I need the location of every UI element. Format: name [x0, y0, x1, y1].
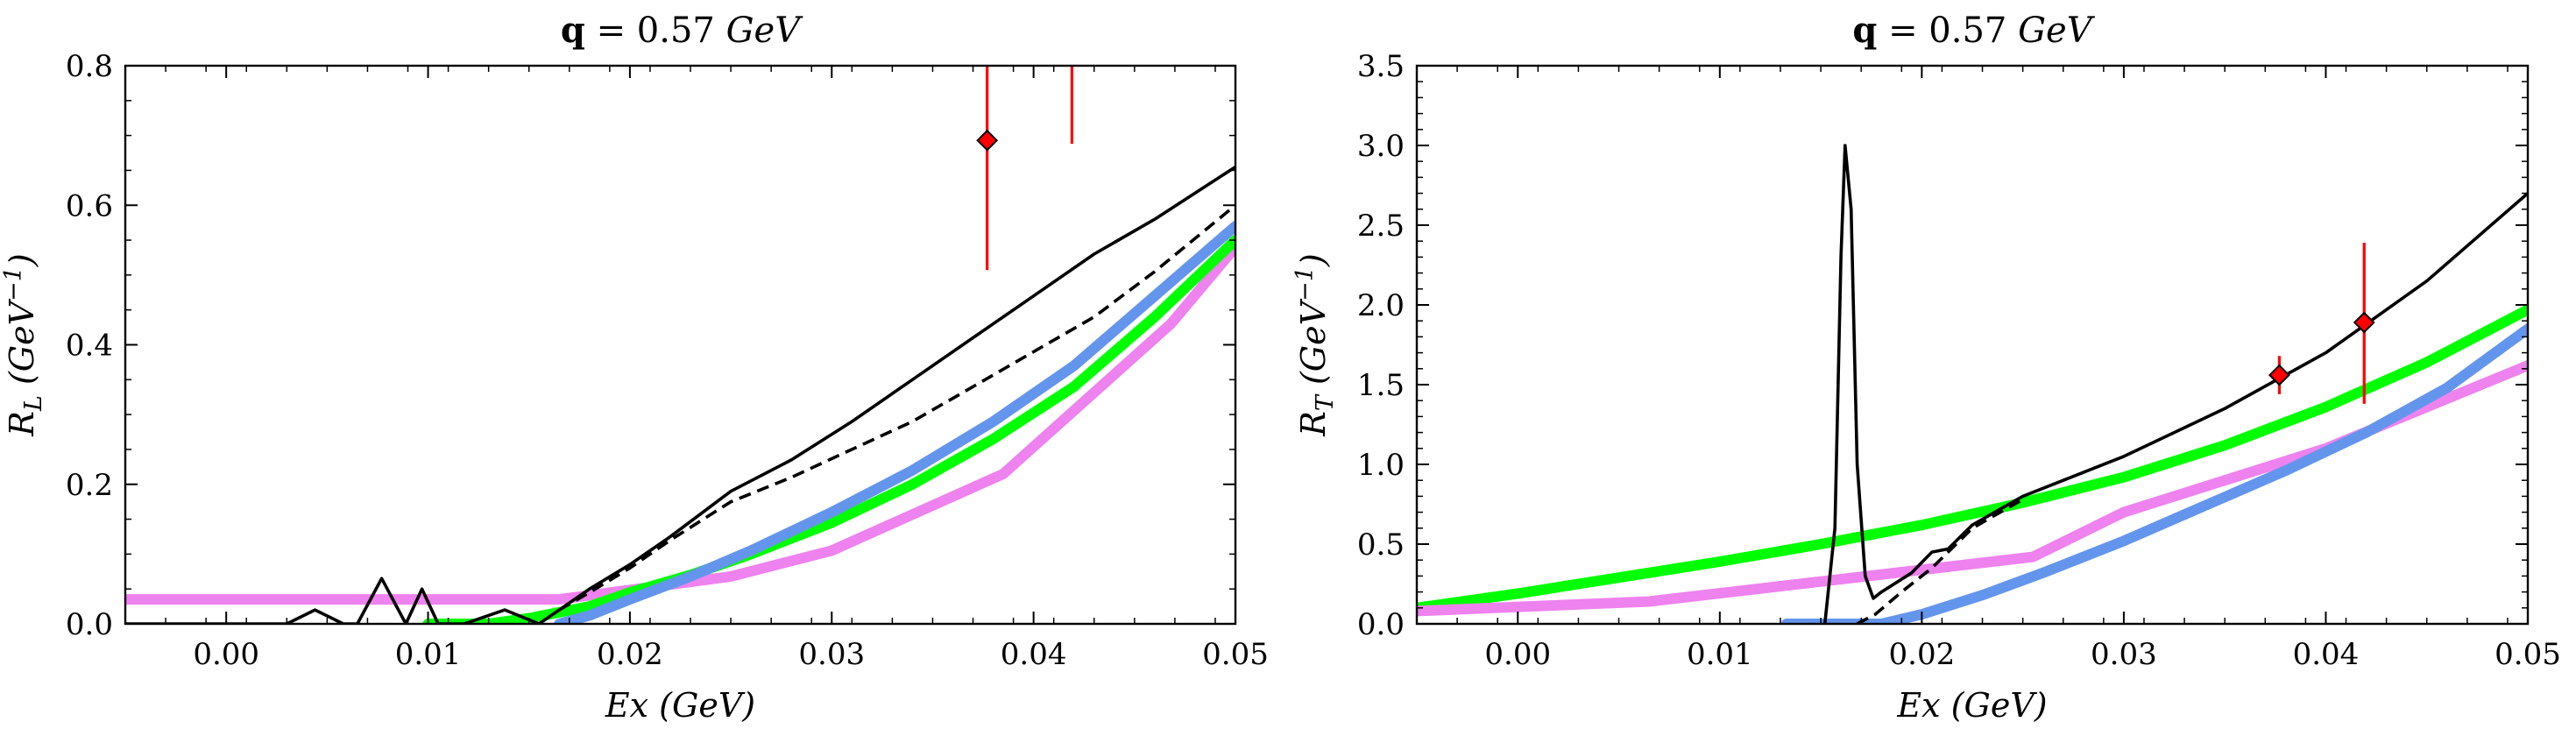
chart-title: q = 0.57 GeV [561, 10, 803, 51]
y-tick-label: 2.0 [1357, 288, 1405, 323]
y-axis-label: RL (GeV−1) [0, 253, 47, 436]
data-marker-1 [2353, 311, 2375, 334]
series-line-2 [554, 221, 1235, 624]
x-tick-label: 0.03 [798, 637, 865, 672]
y-label-close: ) [3, 253, 41, 267]
y-axis-label: RT (GeV−1) [1292, 253, 1339, 436]
y-label-main: R [1294, 411, 1333, 437]
x-tick-label: 0.02 [1889, 637, 1956, 672]
title-q: q [1852, 10, 1877, 51]
y-tick-label: 3.5 [1357, 49, 1405, 84]
series-line-2 [1780, 323, 2528, 624]
plot-frame [1415, 64, 2530, 626]
series-line-3 [1822, 144, 2528, 624]
x-axis-label: Ex (GeV) [1896, 686, 2047, 725]
x-tick-label: 0.00 [193, 637, 259, 672]
y-label-close: ) [1294, 253, 1333, 267]
y-tick-label: 0.0 [66, 607, 113, 642]
title-unit: GeV [726, 11, 804, 51]
y-tick-label: 0.2 [66, 468, 113, 503]
series-line-0 [1417, 304, 2528, 613]
title-unit: GeV [2018, 11, 2096, 51]
y-label-unit: (GeV [3, 298, 41, 395]
series-line-1 [422, 235, 1235, 624]
data-marker-0 [2268, 364, 2290, 386]
y-tick-label: 0.6 [66, 188, 113, 223]
y-label-main: R [3, 411, 41, 437]
y-label-exp: −1 [0, 266, 27, 301]
y-tick-label: 0.8 [66, 49, 113, 84]
left-panel-rl: 0.00 0.01 0.02 0.03 0.04 0.05 0.0 0.2 0.4 0.6 0.8 q… [0, 10, 1269, 725]
series-group [1417, 144, 2528, 624]
series-line-1 [1417, 360, 2528, 617]
y-tick-label: 3.0 [1357, 129, 1405, 164]
title-q: q [561, 10, 585, 51]
title-value: = 0.57 [1877, 11, 2018, 51]
x-tick-label: 0.04 [1001, 637, 1067, 672]
x-tick-label: 0.04 [2293, 637, 2360, 672]
y-label-unit: (GeV [1294, 298, 1333, 395]
y-label-exp: −1 [1292, 266, 1319, 301]
series-line-0 [125, 242, 1235, 605]
plot-frame [124, 64, 1237, 626]
series-line-4 [558, 203, 1235, 612]
y-tick-label: 1.5 [1357, 368, 1405, 403]
x-tick-label: 0.00 [1484, 637, 1551, 672]
series-group [125, 66, 1235, 624]
x-tick-label: 0.02 [597, 637, 663, 672]
y-label-sub: L [20, 395, 47, 412]
x-axis-label: Ex (GeV) [605, 686, 755, 725]
x-tick-label: 0.03 [2091, 637, 2157, 672]
y-tick-label: 0.4 [66, 329, 113, 364]
y-tick-label: 2.5 [1357, 209, 1405, 244]
series-line-4 [1856, 498, 2024, 624]
y-label-sub: T [1312, 393, 1339, 411]
data-marker-0 [976, 129, 999, 152]
y-tick-label: 0.5 [1357, 527, 1405, 563]
title-value: = 0.57 [585, 11, 726, 51]
x-tick-label: 0.01 [395, 637, 462, 672]
y-tick-label: 1.0 [1357, 448, 1405, 483]
right-panel-rt: 0.00 0.01 0.02 0.03 0.04 0.05 0.0 0.5 1.0 1.5 2.0 2… [1292, 10, 2561, 725]
x-tick-label: 0.01 [1687, 637, 1753, 672]
y-tick-label: 0.0 [1357, 607, 1405, 642]
x-tick-label: 0.05 [1202, 637, 1269, 672]
x-tick-label: 0.05 [2495, 637, 2561, 672]
chart-title: q = 0.57 GeV [1852, 10, 2095, 51]
